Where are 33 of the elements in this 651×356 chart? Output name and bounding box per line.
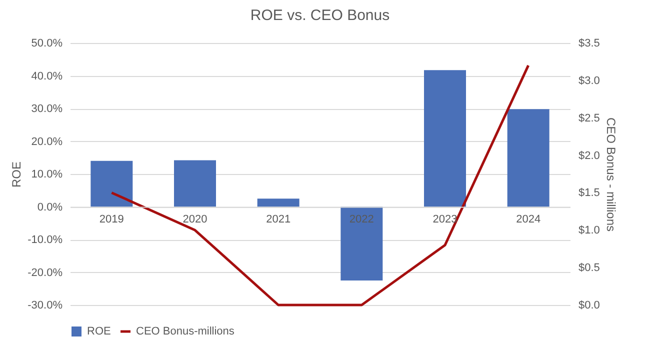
y-tick-label: 20.0% (31, 136, 63, 148)
y2-tick-label: $1.5 (578, 187, 600, 200)
x-tick-label: 2022 (349, 213, 374, 226)
y-tick-label: 0.0% (37, 201, 63, 214)
y2-tick-label: $3.0 (578, 74, 600, 87)
y-axis-title: ROE (10, 161, 24, 188)
bar (507, 109, 550, 207)
y2-tick-label: $0.0 (578, 300, 600, 312)
y2-tick-label: $2.5 (578, 112, 600, 124)
y2-tick-label: $0.5 (578, 262, 600, 274)
x-tick-label: 2019 (99, 213, 124, 226)
bar (340, 206, 383, 280)
chart-title: ROE vs. CEO Bonus (250, 7, 390, 24)
bar (174, 160, 216, 207)
bar (90, 160, 133, 207)
y2-tick-label: $3.5 (578, 38, 600, 50)
bar (424, 70, 466, 207)
y-tick-label: 40.0% (31, 70, 63, 82)
x-tick-label: 2020 (182, 213, 208, 226)
y2-axis-title: CEO Bonus - millions (604, 117, 618, 232)
y-tick-label: 30.0% (31, 103, 63, 115)
legend-label: CEO Bonus-millions (136, 326, 235, 338)
y2-tick-label: $2.0 (578, 150, 600, 162)
y-tick-label: -10.0% (28, 234, 63, 246)
y-tick-label: -30.0% (28, 300, 63, 312)
x-tick-label: 2021 (266, 213, 291, 226)
y-tick-label: 50.0% (31, 38, 63, 50)
y-tick-label: -20.0% (28, 266, 63, 279)
legend-label: ROE (87, 326, 111, 338)
y-tick-label: 10.0% (31, 168, 63, 180)
y2-tick-label: $1.0 (578, 224, 600, 237)
bar (257, 198, 300, 207)
x-tick-label: 2024 (516, 213, 541, 226)
